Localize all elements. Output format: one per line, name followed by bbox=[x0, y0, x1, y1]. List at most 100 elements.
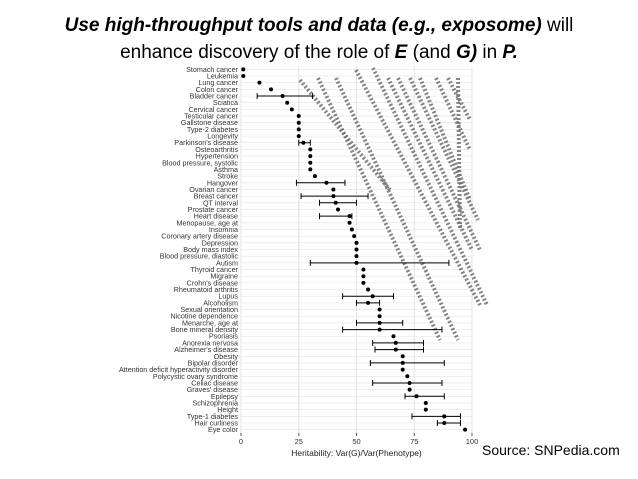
category-label: Blood pressure, systolic bbox=[162, 158, 238, 167]
category-label: Sexual orientation bbox=[180, 305, 238, 314]
data-point bbox=[366, 287, 371, 292]
category-label: Anorexia nervosa bbox=[182, 338, 238, 347]
category-label: Stomach cancer bbox=[186, 65, 239, 74]
category-label: QT interval bbox=[203, 198, 238, 207]
title-text-2: enhance discovery of the role of bbox=[120, 42, 395, 63]
data-point bbox=[407, 387, 412, 392]
title-p: P. bbox=[502, 42, 518, 63]
overlay-stroke bbox=[418, 77, 472, 201]
data-point bbox=[336, 207, 341, 212]
data-point bbox=[331, 187, 336, 192]
data-point bbox=[296, 127, 301, 132]
data-point bbox=[361, 267, 366, 272]
category-label: Celiac disease bbox=[191, 378, 238, 387]
category-label: Obesity bbox=[214, 352, 239, 361]
category-label: Prostate cancer bbox=[188, 205, 239, 214]
data-point bbox=[377, 307, 382, 312]
source-credit: Source: SNPedia.com bbox=[482, 442, 620, 458]
data-point bbox=[391, 334, 396, 339]
data-point bbox=[352, 234, 357, 239]
category-label: Graves' disease bbox=[187, 385, 238, 394]
category-label: Lupus bbox=[218, 292, 238, 301]
data-point bbox=[324, 180, 329, 185]
category-label: Hair curliness bbox=[194, 418, 238, 427]
data-point bbox=[442, 414, 447, 419]
data-point bbox=[301, 140, 306, 145]
category-label: Cervical cancer bbox=[188, 105, 238, 114]
data-point bbox=[308, 160, 313, 165]
data-point bbox=[308, 147, 313, 152]
data-point bbox=[308, 167, 313, 172]
category-label: Nicotine dependence bbox=[170, 312, 238, 321]
data-point bbox=[407, 380, 412, 385]
category-label: Stroke bbox=[217, 172, 238, 181]
x-tick-label: 100 bbox=[466, 437, 479, 446]
category-label: Rheumatoid arthritis bbox=[174, 285, 239, 294]
data-point bbox=[354, 254, 359, 259]
x-tick-label: 50 bbox=[352, 437, 360, 446]
category-label: Bone mineral density bbox=[171, 325, 239, 334]
data-point bbox=[423, 400, 428, 405]
category-label: Eye color bbox=[208, 425, 239, 434]
data-point bbox=[400, 360, 405, 365]
data-point bbox=[308, 154, 313, 159]
title-emphasis: Use high-throughput tools and data (e.g.… bbox=[64, 15, 542, 36]
data-point bbox=[393, 347, 398, 352]
category-label: Crohn's disease bbox=[187, 278, 238, 287]
category-label: Colon cancer bbox=[196, 85, 239, 94]
data-point bbox=[463, 427, 468, 432]
category-label: Ovarian cancer bbox=[189, 185, 238, 194]
category-label: Bipolar disorder bbox=[188, 358, 239, 367]
data-point bbox=[442, 420, 447, 425]
category-label: Body mass index bbox=[183, 245, 238, 254]
category-label: Lung cancer bbox=[198, 78, 238, 87]
category-label: Hangover bbox=[207, 178, 239, 187]
category-label: Depression bbox=[202, 238, 238, 247]
category-label: Sciatica bbox=[213, 98, 238, 107]
title-line-1: Use high-throughput tools and data (e.g.… bbox=[0, 12, 638, 39]
x-tick-label: 0 bbox=[239, 437, 243, 446]
category-label: Polycystic ovary syndrome bbox=[153, 372, 238, 381]
x-axis-label: Heritability: Var(G)/Var(Phenotype) bbox=[291, 448, 422, 458]
x-tick-label: 75 bbox=[410, 437, 418, 446]
category-label: Asthma bbox=[214, 165, 238, 174]
category-label: Testicular cancer bbox=[184, 112, 239, 121]
category-label: Epilepsy bbox=[211, 392, 239, 401]
category-label: Heart disease bbox=[194, 212, 238, 221]
category-label: Osteoarthritis bbox=[195, 145, 238, 154]
title-text-4: in bbox=[477, 42, 503, 63]
data-point bbox=[377, 327, 382, 332]
data-point bbox=[377, 320, 382, 325]
category-label: Alcoholism bbox=[203, 298, 238, 307]
category-label: Migraine bbox=[210, 272, 238, 281]
title-e: E bbox=[394, 42, 408, 63]
data-point bbox=[400, 367, 405, 372]
data-point bbox=[241, 74, 246, 79]
category-label: Psoriasis bbox=[209, 332, 239, 341]
category-label: Attention deficit hyperactivity disorder bbox=[119, 365, 239, 374]
overlay-stroke bbox=[354, 69, 482, 306]
data-point bbox=[241, 67, 246, 72]
data-point bbox=[280, 94, 285, 99]
overlay-stroke bbox=[316, 77, 442, 341]
data-point bbox=[414, 394, 419, 399]
title-text-3: (and bbox=[407, 42, 456, 63]
category-label: Leukemia bbox=[207, 72, 238, 81]
overlay-stroke bbox=[456, 77, 462, 231]
overlay-stroke bbox=[434, 77, 472, 151]
category-label: Breast cancer bbox=[194, 192, 239, 201]
data-point bbox=[333, 200, 338, 205]
category-label: Blood pressure, diastolic bbox=[160, 252, 239, 261]
data-point bbox=[269, 87, 274, 92]
slide-title: Use high-throughput tools and data (e.g.… bbox=[0, 12, 638, 66]
data-point bbox=[296, 120, 301, 125]
category-label: Type-2 diabetes bbox=[187, 125, 239, 134]
category-label: Parkinson's disease bbox=[174, 138, 238, 147]
data-point bbox=[347, 214, 352, 219]
category-label: Longevity bbox=[207, 132, 238, 141]
data-point bbox=[296, 114, 301, 119]
category-label: Hypertension bbox=[196, 152, 238, 161]
data-point bbox=[354, 247, 359, 252]
data-point bbox=[370, 294, 375, 299]
